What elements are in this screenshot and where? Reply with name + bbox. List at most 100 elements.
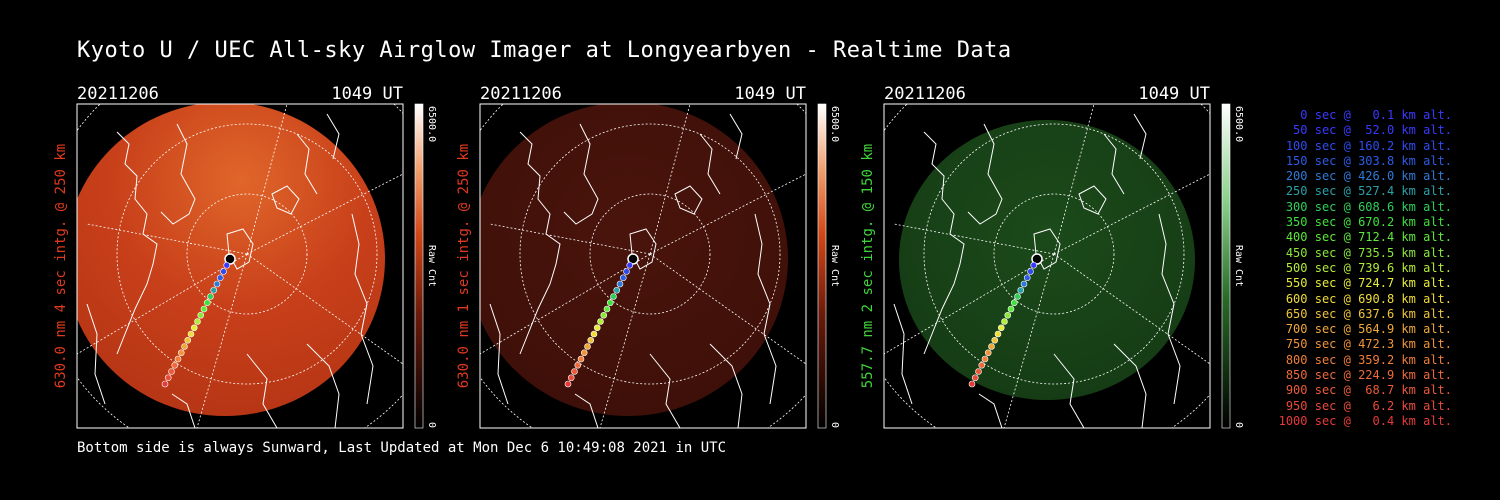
trajectory-point [213,280,221,288]
trajectory-point [984,349,992,357]
panel-time: 1049 UT [734,84,806,104]
trajectory-point [171,361,179,369]
footer-note: Bottom side is always Sunward, Last Upda… [77,440,727,456]
trajectory-point [1007,305,1015,313]
panel-wavelength-label: 630.0 nm 1 sec intg. @ 250 km [456,144,472,388]
colorbar-unit-label: Raw Cnt [829,245,840,287]
trajectory-point [1017,286,1025,294]
trajectory-track [161,253,236,388]
panel-wavelength-label: 630.0 nm 4 sec intg. @ 250 km [53,144,69,388]
trajectory-point [200,305,208,313]
trajectory-point [223,261,231,269]
coastline-map [86,113,374,428]
trajectory-point [207,293,214,300]
trajectory-point [1027,268,1034,275]
panel-date: 20211206 [884,84,966,104]
trajectory-point [991,336,999,344]
legend-entry: 350 sec @ 670.2 km alt. [1285,215,1452,230]
panel-frame [76,103,404,429]
trajectory-legend: 0 sec @ 0.1 km alt. 50 sec @ 52.0 km alt.… [1262,108,1452,429]
imager-panel: 20211206 1049 UT 630.0 nm 4 sec intg. @ 25… [53,84,437,429]
latlon-grid [480,104,806,428]
legend-entry: 200 sec @ 426.0 km alt. [1285,169,1452,184]
trajectory-point [1020,280,1028,288]
trajectory-point [603,305,611,313]
legend-entry: 800 sec @ 359.2 km alt. [1285,352,1452,367]
colorbar-unit-label: Raw Cnt [1233,245,1244,287]
legend-entry: 450 sec @ 735.5 km alt. [1285,245,1452,260]
legend-entry: 250 sec @ 527.4 km alt. [1285,184,1452,199]
trajectory-point [574,361,582,369]
imager-panel: 20211206 1049 UT 557.7 nm 2 sec intg. @ 15… [860,84,1244,429]
trajectory-point [606,299,614,307]
legend-entry: 50 sec @ 52.0 km alt. [1293,123,1452,138]
trajectory-point [161,380,169,388]
legend-entry: 750 sec @ 472.3 km alt. [1285,337,1452,352]
trajectory-point [224,253,236,265]
trajectory-point [623,268,630,275]
trajectory-point [593,324,601,332]
airglow-disk [899,120,1195,400]
trajectory-point [567,374,575,382]
latlon-grid [77,104,403,428]
trajectory-point [181,343,188,350]
legend-entry: 900 sec @ 68.7 km alt. [1285,383,1452,398]
trajectory-point [1031,253,1043,265]
panel-date: 20211206 [480,84,562,104]
trajectory-point [610,293,617,300]
trajectory-point [168,368,175,375]
page-title: Kyoto U / UEC All-sky Airglow Imager at … [77,38,1012,63]
trajectory-point [975,368,982,375]
legend-entry: 1000 sec @ 0.4 km alt. [1278,413,1452,428]
legend-entry: 550 sec @ 724.7 km alt. [1285,276,1452,291]
trajectory-track [564,253,639,388]
legend-entry: 0 sec @ 0.1 km alt. [1300,108,1452,122]
trajectory-point [1023,274,1031,282]
trajectory-point [627,253,639,265]
trajectory-point [600,311,608,319]
trajectory-point [597,318,604,325]
panel-wavelength-label: 557.7 nm 2 sec intg. @ 150 km [860,144,876,388]
legend-entry: 500 sec @ 739.6 km alt. [1285,260,1452,275]
trajectory-point [210,286,218,294]
trajectory-point [190,324,198,332]
trajectory-track [968,253,1043,388]
trajectory-point [1001,318,1008,325]
trajectory-point [590,330,598,338]
colorbar-max-label: 6500.0 [426,106,437,142]
trajectory-point [164,374,172,382]
trajectory-point [220,268,227,275]
trajectory-point [613,286,621,294]
legend-entry: 150 sec @ 303.8 km alt. [1285,153,1452,168]
legend-entry: 850 sec @ 224.9 km alt. [1285,368,1452,383]
trajectory-point [177,349,185,357]
trajectory-point [1014,293,1021,300]
trajectory-point [174,355,182,363]
panel-frame [479,103,807,429]
panel-frame [883,103,1211,429]
legend-entry: 700 sec @ 564.9 km alt. [1285,322,1452,337]
trajectory-point [194,318,201,325]
trajectory-point [988,343,995,350]
legend-entry: 100 sec @ 160.2 km alt. [1285,138,1452,153]
trajectory-point [216,274,224,282]
panel-time: 1049 UT [331,84,403,104]
legend-entry: 400 sec @ 712.4 km alt. [1285,230,1452,245]
trajectory-point [564,380,572,388]
legend-entry: 950 sec @ 6.2 km alt. [1285,398,1452,413]
trajectory-point [971,374,979,382]
colorbar-unit-label: Raw Cnt [426,245,437,287]
trajectory-point [584,343,591,350]
trajectory-point [994,330,1002,338]
trajectory-point [997,324,1005,332]
trajectory-point [571,368,578,375]
legend-entry: 300 sec @ 608.6 km alt. [1285,199,1452,214]
trajectory-point [626,261,634,269]
trajectory-point [978,361,986,369]
trajectory-point [577,355,585,363]
trajectory-point [616,280,624,288]
coastline-map [489,113,777,428]
trajectory-point [968,380,976,388]
colorbar-min-label: 0 [829,422,840,428]
